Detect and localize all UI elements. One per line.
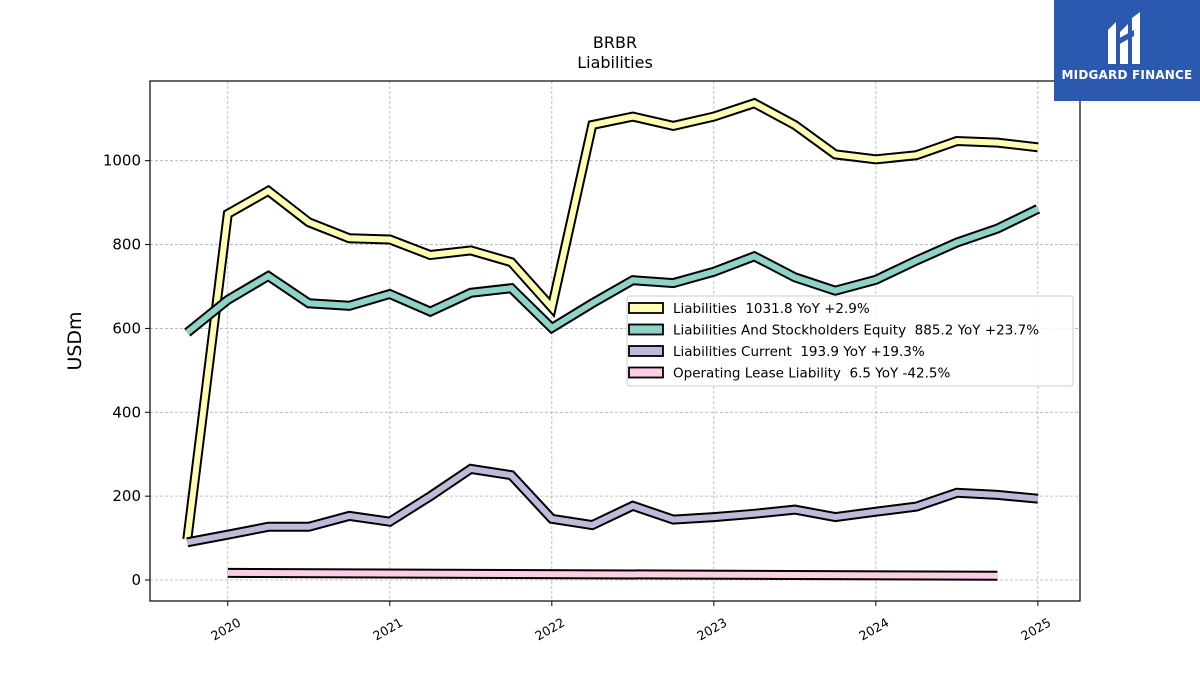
x-tick-label: 2025 xyxy=(1018,615,1053,644)
legend-label: Operating Lease Liability 6.5 YoY -42.5% xyxy=(673,366,950,382)
x-tick-label: 2024 xyxy=(856,615,891,644)
x-tick-label: 2023 xyxy=(694,615,729,644)
y-tick-label: 0 xyxy=(131,571,141,589)
plot-frame xyxy=(149,80,1081,602)
x-tick-label: 2020 xyxy=(208,615,243,644)
legend-swatch xyxy=(628,366,664,379)
x-tick-label: 2021 xyxy=(370,615,405,644)
series-line xyxy=(186,465,1039,546)
x-tick-label: 2022 xyxy=(532,615,567,644)
chart-subtitle: Liabilities xyxy=(577,53,653,72)
legend-swatch xyxy=(628,323,664,336)
y-tick-label: 800 xyxy=(112,236,141,254)
series-line xyxy=(185,206,1040,335)
y-tick-label: 600 xyxy=(112,319,141,337)
y-tick-label: 400 xyxy=(112,403,141,421)
legend-box xyxy=(626,295,1074,387)
series-operating-lease-liability xyxy=(227,567,998,581)
y-tick-label: 1000 xyxy=(103,152,141,170)
legend-swatch xyxy=(628,345,664,357)
chart-title: BRBR xyxy=(593,33,637,52)
series-liabilities-current xyxy=(186,463,1039,548)
legend-label: Liabilities And Stockholders Equity 885.… xyxy=(673,323,1039,339)
y-tick-label: 200 xyxy=(112,487,141,505)
legend-label: Liabilities 1031.8 YoY +2.9% xyxy=(673,301,870,317)
series-line xyxy=(227,569,998,579)
brand-name: MIDGARD FINANCE xyxy=(1061,68,1193,82)
brand-logo: MIDGARD FINANCE xyxy=(1054,0,1200,101)
series-liabilities xyxy=(182,97,1039,541)
series-line xyxy=(184,99,1039,540)
series-layer xyxy=(182,97,1041,581)
legend-label: Liabilities Current 193.9 YoY +19.3% xyxy=(673,344,925,360)
brand-mark-icon xyxy=(1108,12,1140,64)
y-axis-label: USDm xyxy=(64,311,86,370)
legend: Liabilities 1031.8 YoY +2.9% Liabilities … xyxy=(626,295,1074,387)
series-liabilities-and-stockholders-equity xyxy=(184,204,1041,337)
legend-swatch xyxy=(628,302,664,314)
